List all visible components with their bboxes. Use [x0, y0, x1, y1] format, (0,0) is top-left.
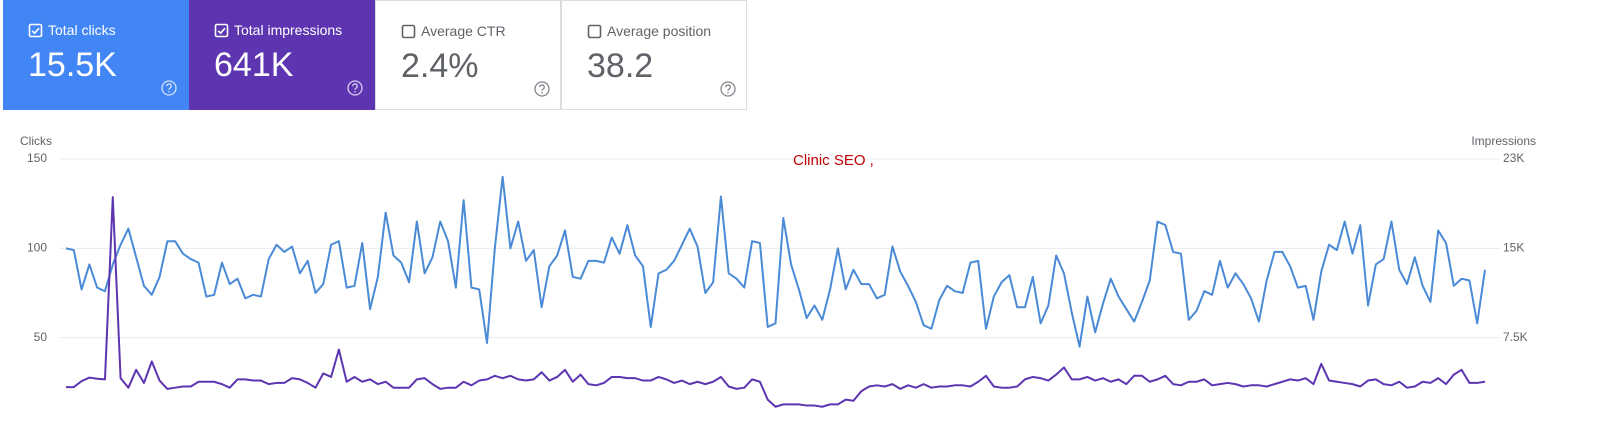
y-tick-label: 50: [34, 330, 48, 344]
metric-card[interactable]: Total clicks 15.5K: [3, 0, 189, 110]
metric-label: Average CTR: [421, 23, 506, 39]
y2-tick-label: 15K: [1503, 241, 1524, 255]
help-mark: [166, 83, 172, 90]
help-icon[interactable]: [346, 79, 364, 97]
metric-card[interactable]: Total impressions 641K: [189, 0, 375, 110]
metric-value: 15.5K: [28, 46, 117, 84]
checkmark: [217, 27, 226, 35]
y2-tick-label: 23K: [1503, 151, 1524, 165]
metric-card[interactable]: Average position 38.2: [561, 0, 747, 110]
checkbox[interactable]: [587, 24, 603, 40]
help-dot: [727, 92, 729, 94]
help-icon[interactable]: [160, 79, 178, 97]
help-mark: [539, 84, 545, 91]
series-line: [66, 196, 1486, 408]
checkbox-box: [28, 23, 43, 38]
checkbox-box: [214, 23, 229, 38]
help-circle: [534, 81, 550, 97]
checkbox[interactable]: [28, 23, 44, 39]
series-line: [65, 175, 1486, 348]
metric-value: 2.4%: [401, 47, 479, 85]
help-mark: [725, 84, 731, 91]
y2-tick-label: 7.5K: [1503, 330, 1528, 344]
metric-label: Average position: [607, 23, 712, 39]
y-tick-label: 150: [27, 151, 47, 165]
metric-label: Total clicks: [48, 22, 116, 38]
metric-value: 38.2: [587, 47, 654, 85]
checkbox-box: [401, 24, 416, 39]
help-dot: [541, 92, 543, 94]
checkbox-box: [587, 24, 602, 39]
help-circle: [720, 81, 736, 97]
y-axis-title: Clicks: [20, 134, 52, 148]
help-icon[interactable]: [719, 80, 737, 98]
help-circle: [347, 80, 363, 96]
help-dot: [354, 91, 356, 93]
y-tick-label: 100: [27, 241, 47, 255]
help-circle: [161, 80, 177, 96]
annotation: Clinic SEO ,: [793, 152, 874, 169]
y2-axis-title: Impressions: [1471, 134, 1536, 148]
help-dot: [168, 91, 170, 93]
metric-label: Total impressions: [234, 22, 343, 38]
help-icon[interactable]: [533, 80, 551, 98]
help-mark: [352, 83, 358, 90]
metric-card[interactable]: Average CTR 2.4%: [375, 0, 561, 110]
checkmark: [31, 27, 40, 35]
checkbox[interactable]: [214, 23, 230, 39]
checkbox[interactable]: [401, 24, 417, 40]
metric-value: 641K: [214, 46, 294, 84]
